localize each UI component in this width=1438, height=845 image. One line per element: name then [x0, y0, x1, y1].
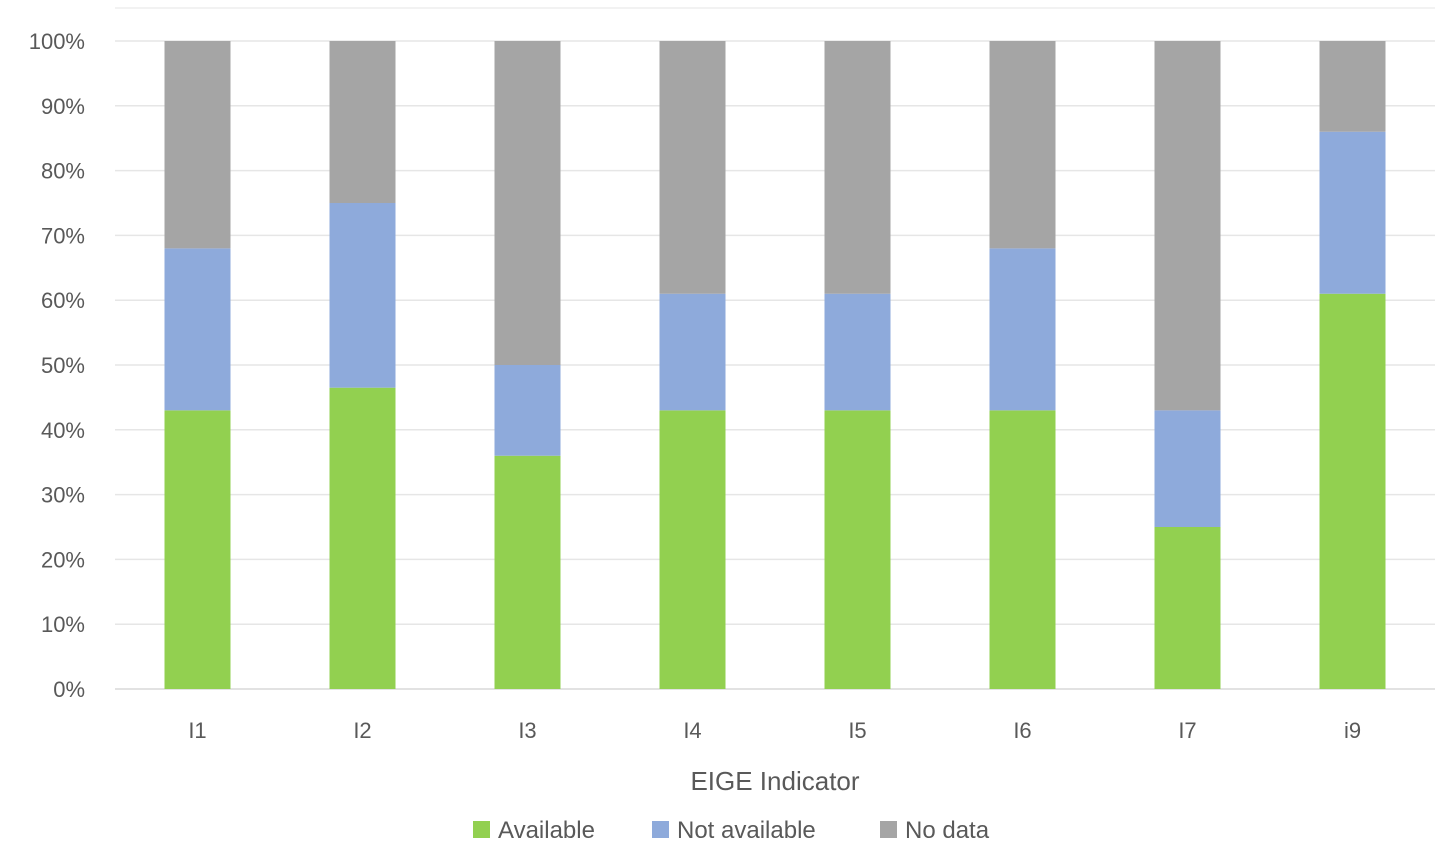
x-tick-label: I4 — [683, 718, 701, 743]
bar-segment — [1319, 131, 1386, 294]
x-tick-label: I2 — [353, 718, 371, 743]
x-tick-label: I1 — [188, 718, 206, 743]
bars — [164, 41, 1386, 689]
bar-segment — [329, 41, 396, 203]
bar-segment — [989, 41, 1056, 249]
bar-segment — [1154, 410, 1221, 527]
legend: Available Not available No data — [473, 817, 990, 844]
x-tick-label: I5 — [848, 718, 866, 743]
bar-segment — [164, 410, 231, 689]
y-tick-label: 90% — [41, 94, 85, 119]
y-tick-label: 40% — [41, 418, 85, 443]
y-tick-label: 100% — [29, 29, 85, 54]
bar-segment — [494, 41, 561, 365]
y-tick-label: 50% — [41, 353, 85, 378]
x-tick-label: i9 — [1344, 718, 1361, 743]
x-axis-ticks: I1 I2 I3 I4 I5 I6 I7 i9 — [188, 718, 1361, 743]
bar-segment — [989, 410, 1056, 689]
bar-segment — [494, 455, 561, 689]
bar-segment — [1154, 41, 1221, 411]
legend-label: Not available — [677, 817, 816, 844]
gridlines — [115, 40, 1435, 690]
legend-swatch — [880, 821, 897, 838]
x-tick-label: I7 — [1178, 718, 1196, 743]
y-tick-label: 30% — [41, 483, 85, 508]
y-tick-label: 70% — [41, 223, 85, 248]
x-tick-label: I3 — [518, 718, 536, 743]
y-tick-label: 80% — [41, 159, 85, 184]
bar-segment — [164, 248, 231, 411]
y-tick-label: 20% — [41, 547, 85, 572]
bar-segment — [494, 365, 561, 456]
bar-segment — [824, 293, 891, 411]
bar-segment — [659, 410, 726, 689]
bar-segment — [659, 293, 726, 411]
bar-segment — [329, 387, 396, 689]
y-tick-label: 10% — [41, 612, 85, 637]
bar-segment — [824, 41, 891, 294]
bar-segment — [164, 41, 231, 249]
y-tick-label: 60% — [41, 288, 85, 313]
legend-swatch — [473, 821, 490, 838]
bar-segment — [659, 41, 726, 294]
y-tick-label: 0% — [53, 677, 85, 702]
legend-label: No data — [905, 817, 990, 844]
bar-segment — [329, 203, 396, 388]
bar-segment — [1154, 527, 1221, 689]
x-axis-title: EIGE Indicator — [690, 766, 859, 796]
bar-segment — [1319, 293, 1386, 689]
bar-segment — [989, 248, 1056, 411]
y-axis-ticks: 0% 10% 20% 30% 40% 50% 60% 70% 80% 90% 100% — [29, 29, 85, 702]
x-tick-label: I6 — [1013, 718, 1031, 743]
bar-segment — [824, 410, 891, 689]
legend-label: Available — [498, 817, 595, 844]
legend-swatch — [652, 821, 669, 838]
bar-segment — [1319, 41, 1386, 132]
